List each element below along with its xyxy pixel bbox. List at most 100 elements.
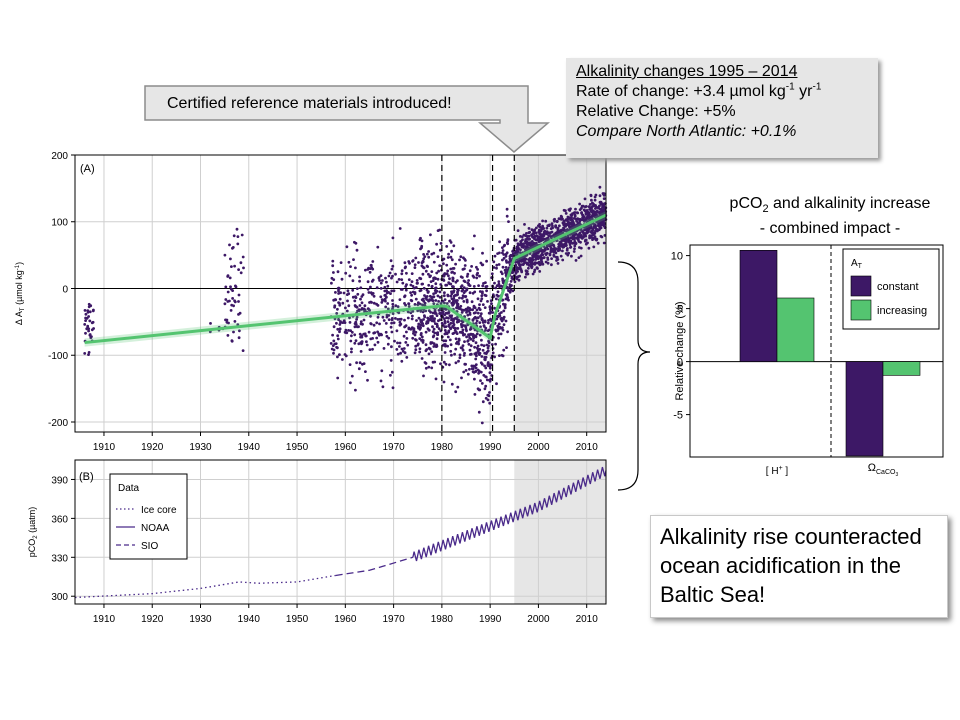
data-point [562,208,566,212]
data-point [457,306,461,310]
data-point [584,242,588,246]
data-point [496,324,500,328]
data-point [87,302,91,306]
data-point [446,344,449,348]
data-point [456,385,460,389]
data-point [463,362,467,366]
data-point [452,267,456,270]
data-point [497,263,501,266]
data-point [434,299,438,302]
data-point [447,316,450,320]
data-point [483,320,487,324]
data-point [594,238,598,241]
data-point [332,278,336,281]
data-point [376,330,379,334]
data-point [444,362,448,366]
data-point [520,256,524,260]
data-point [537,235,540,239]
data-point [586,230,590,234]
data-point [358,304,362,307]
data-point [438,248,442,252]
data-point [564,236,568,239]
data-point [372,301,376,305]
data-point [485,259,488,263]
y-tick-label: -5 [673,410,683,422]
data-point [354,304,357,308]
data-point [517,260,521,264]
data-point [475,276,479,280]
data-point [573,240,577,243]
data-point [475,265,478,269]
x-tick-label: 1990 [479,442,502,453]
data-point [341,301,345,305]
data-point [500,353,504,357]
data-point [371,292,375,295]
data-point [403,266,407,270]
data-point [552,253,556,257]
y-tick-label: 300 [51,592,68,603]
data-point [468,367,471,371]
data-point [459,346,463,350]
panel-label: (B) [79,471,94,483]
data-point [462,333,465,337]
data-point [354,266,357,270]
data-point [471,333,475,336]
data-point [574,207,577,211]
data-point [504,266,508,269]
data-point [241,255,245,259]
y-tick-label: -200 [48,418,68,429]
data-point [502,256,506,260]
data-point [454,337,458,341]
data-point [474,357,478,361]
data-point [349,265,352,268]
data-point [577,240,581,243]
data-point [435,271,439,275]
x-tick-label: 1960 [334,442,357,453]
data-point [432,327,436,331]
data-point [481,348,485,352]
bar-increasing [776,297,815,362]
data-point [332,325,336,329]
data-point [236,235,240,239]
data-point [384,330,388,334]
data-point [440,321,444,325]
data-point [534,258,538,261]
data-point [438,295,442,299]
callout-compare: Compare North Atlantic: +0.1% [576,123,797,140]
data-point [574,259,578,262]
data-point [481,284,485,288]
data-point [525,272,528,276]
data-point [495,263,499,267]
data-point [439,242,443,245]
data-point [483,358,487,362]
data-point [469,326,473,329]
data-point [538,270,542,273]
data-point [496,315,500,319]
data-point [573,244,577,248]
data-point [468,336,471,340]
data-point [460,324,463,327]
legend: AT constant increasing [842,248,940,330]
data-point [389,259,393,263]
data-point [375,302,378,306]
data-point [497,322,501,326]
data-point [460,376,463,380]
data-point [581,230,585,234]
data-point [534,243,538,246]
data-point [484,355,488,359]
data-point [578,231,582,235]
data-point [471,308,474,312]
data-point [568,226,572,230]
data-point [528,243,532,247]
data-point [419,247,422,251]
data-point [392,289,396,293]
data-point [378,322,381,326]
data-point [506,297,509,301]
data-point [336,270,340,274]
data-point [542,232,546,236]
y-tick-label: -100 [48,351,68,362]
x-tick-label: 1920 [141,442,164,453]
data-point [418,276,422,280]
data-point [438,312,441,315]
data-point [454,262,457,266]
